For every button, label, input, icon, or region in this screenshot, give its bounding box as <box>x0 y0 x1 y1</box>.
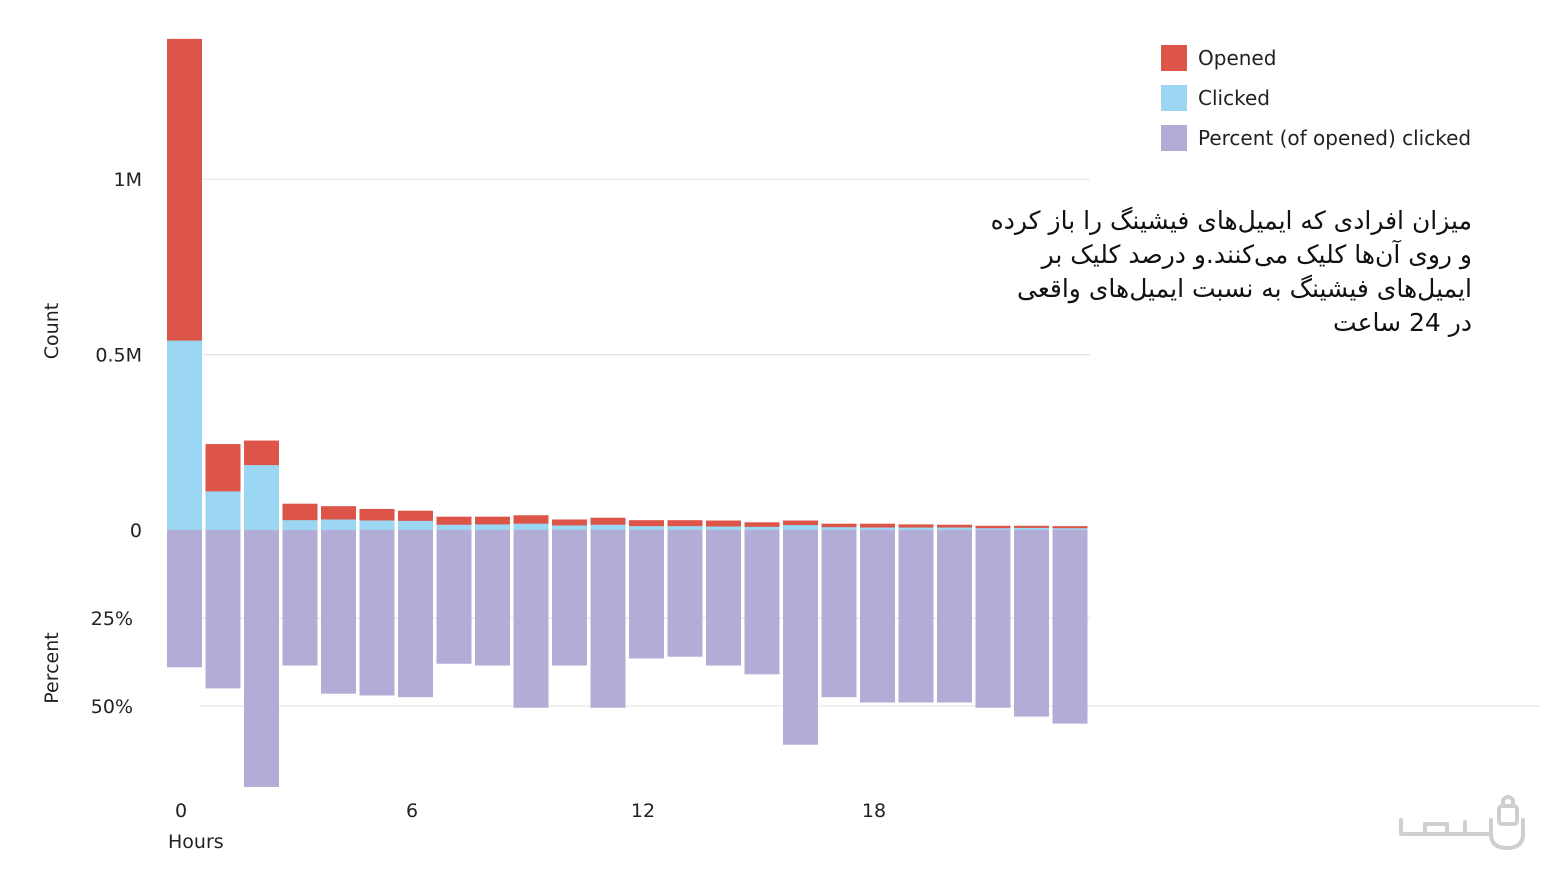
bar-clicked <box>744 526 780 530</box>
bar-percent-clicked <box>244 530 279 787</box>
y-axis-title-percent: Percent <box>41 632 63 704</box>
bar-percent-clicked <box>513 530 549 708</box>
y-tick-label: 25% <box>91 608 133 630</box>
x-tick-label: 12 <box>631 800 655 822</box>
bar-clicked <box>205 491 241 530</box>
caption-line: میزان افرادی که ایمیل‌های فیشینگ را باز … <box>990 206 1472 235</box>
legend-item-percent-clicked: Percent (of opened) clicked <box>1161 118 1471 158</box>
bar-percent-clicked <box>937 530 972 703</box>
legend-swatch-percent-clicked <box>1161 125 1187 151</box>
bar-clicked <box>244 465 279 530</box>
bar-percent-clicked <box>475 530 510 666</box>
bar-clicked <box>937 527 972 530</box>
caption-line: ایمیل‌های فیشینگ به نسبت ایمیل‌های واقعی <box>1017 274 1472 303</box>
bar-opened <box>898 524 934 530</box>
legend: Opened Clicked Percent (of opened) click… <box>1161 38 1471 158</box>
bar-opened <box>1052 526 1088 530</box>
bar-opened <box>629 520 664 530</box>
x-axis-title: Hours <box>168 831 224 853</box>
bar-percent-clicked <box>359 530 395 696</box>
bar-opened <box>860 523 895 530</box>
bar-percent-clicked <box>1014 530 1049 717</box>
bar-percent-clicked <box>898 530 934 703</box>
bar-percent-clicked <box>590 530 626 708</box>
bar-opened <box>744 522 780 530</box>
bar-percent-clicked <box>629 530 664 659</box>
legend-swatch-opened <box>1161 45 1187 71</box>
x-tick-label: 6 <box>406 800 418 822</box>
legend-label-clicked: Clicked <box>1198 86 1270 110</box>
y-tick-label: 50% <box>91 696 133 718</box>
bar-clicked <box>629 526 664 530</box>
persian-caption: میزان افرادی که ایمیل‌های فیشینگ را باز … <box>850 198 1472 344</box>
bar-opened <box>975 525 1011 530</box>
bottom-panel-bars <box>167 530 1088 787</box>
bar-clicked <box>167 340 202 530</box>
bar-clicked <box>590 524 626 530</box>
bar-clicked <box>552 525 587 530</box>
bar-opened <box>821 523 857 530</box>
bar-opened <box>937 524 972 530</box>
bar-clicked <box>513 523 549 530</box>
y-axis-title-count: Count <box>41 303 63 359</box>
legend-item-opened: Opened <box>1161 38 1471 78</box>
bar-percent-clicked <box>321 530 356 694</box>
bar-clicked <box>783 525 818 530</box>
bar-percent-clicked <box>205 530 241 689</box>
bar-clicked <box>436 524 472 530</box>
bar-opened <box>706 520 741 530</box>
logo-watermark-icon <box>1399 795 1525 850</box>
bar-percent-clicked <box>821 530 857 698</box>
y-tick-label: 1M <box>114 169 142 191</box>
legend-label-percent-clicked: Percent (of opened) clicked <box>1198 126 1472 150</box>
x-tick-label: 0 <box>175 800 187 822</box>
bar-clicked <box>282 520 318 530</box>
bar-percent-clicked <box>282 530 318 666</box>
bar-percent-clicked <box>167 530 202 668</box>
x-tick-label: 18 <box>862 800 886 822</box>
caption-line: و روی آن‌ها کلیک می‌کنند.و درصد کلیک بر <box>1041 240 1472 269</box>
bar-percent-clicked <box>1052 530 1088 724</box>
bar-clicked <box>821 527 857 530</box>
bar-clicked <box>860 527 895 530</box>
bar-clicked <box>898 527 934 530</box>
tick-labels: 0 0.5M 1M 25% 50% 0 6 12 18 <box>91 169 886 822</box>
top-panel-bars <box>167 38 1088 530</box>
bar-clicked <box>1014 527 1049 530</box>
bar-clicked <box>475 524 510 530</box>
bar-opened <box>552 519 587 530</box>
bar-percent-clicked <box>783 530 818 745</box>
y-tick-label: 0.5M <box>95 345 142 367</box>
bar-clicked <box>706 526 741 530</box>
bar-opened <box>667 520 703 530</box>
bar-clicked <box>398 520 433 530</box>
bar-clicked <box>667 526 703 530</box>
legend-swatch-clicked <box>1161 85 1187 111</box>
legend-item-clicked: Clicked <box>1161 78 1471 118</box>
bar-clicked <box>975 528 1011 530</box>
bar-clicked <box>359 520 395 530</box>
bar-clicked <box>1052 528 1088 530</box>
bar-percent-clicked <box>744 530 780 675</box>
bar-percent-clicked <box>975 530 1011 708</box>
bar-percent-clicked <box>552 530 587 666</box>
bar-clicked <box>321 519 356 530</box>
y-tick-label: 0 <box>130 520 142 542</box>
bar-percent-clicked <box>436 530 472 664</box>
bar-percent-clicked <box>706 530 741 666</box>
bar-percent-clicked <box>860 530 895 703</box>
bar-percent-clicked <box>398 530 433 698</box>
bar-percent-clicked <box>667 530 703 657</box>
caption-line: در 24 ساعت <box>1333 308 1472 337</box>
legend-label-opened: Opened <box>1198 46 1277 70</box>
